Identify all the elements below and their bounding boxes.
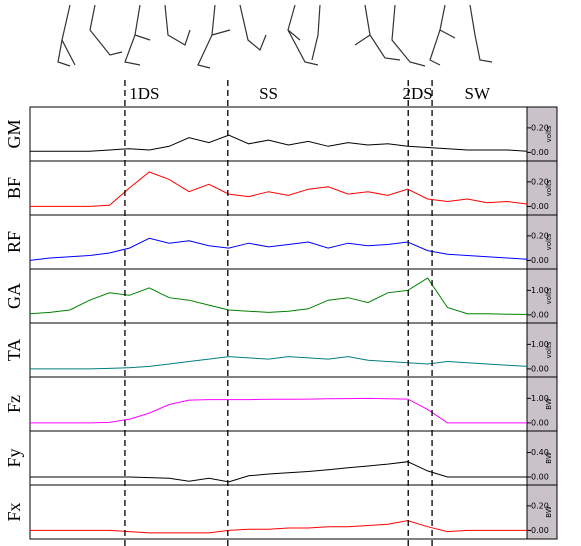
y-tick-label: 0.00	[531, 526, 549, 535]
signal-line	[30, 135, 527, 151]
y-axis-label: Fx	[4, 502, 24, 521]
signal-line	[30, 398, 527, 423]
y-axis-label: TA	[4, 339, 24, 362]
y-axis-label: RF	[4, 231, 24, 253]
signal-line	[30, 521, 527, 533]
phase-label: 2DS	[403, 84, 433, 103]
y-axis-label: BF	[4, 177, 24, 199]
y-axis-label: GM	[4, 119, 24, 148]
y-axis-label: Fy	[4, 448, 24, 467]
signal-line	[30, 278, 527, 314]
y-tick-label: 1.00	[531, 286, 549, 295]
y-tick-label: 0.00	[531, 256, 549, 265]
leg-drawing	[355, 5, 425, 66]
y-axis-label: Fz	[4, 395, 24, 413]
y-tick-label: 0.20	[531, 501, 549, 510]
leg-drawing	[198, 5, 266, 68]
signal-line	[30, 462, 527, 482]
y-tick-label: 0.20	[531, 123, 549, 132]
signal-line	[30, 238, 527, 260]
figure: 1DSSS2DSSWGMvolts0.000.20BFvolts0.000.20…	[0, 0, 581, 546]
signal-line	[30, 172, 527, 206]
y-tick-label: 0.00	[531, 418, 549, 427]
y-tick-label: 0.00	[531, 473, 549, 482]
y-tick-label: 0.00	[531, 202, 549, 211]
panel-frame	[30, 215, 557, 269]
y-axis-label: GA	[4, 283, 24, 309]
y-tick-label: 0.00	[531, 364, 549, 373]
panel-frame	[30, 161, 557, 215]
y-tick-label: 1.00	[531, 394, 549, 403]
y-tick-label: 0.40	[531, 448, 549, 457]
phase-label: SW	[465, 84, 491, 103]
leg-drawing	[288, 5, 320, 65]
panel-frame	[30, 107, 557, 161]
y-tick-label: 0.00	[531, 148, 549, 157]
leg-drawing	[430, 5, 492, 65]
y-tick-label: 0.00	[531, 310, 549, 319]
y-tick-label: 1.00	[531, 340, 549, 349]
phase-label: 1DS	[129, 84, 159, 103]
y-tick-label: 0.20	[531, 231, 549, 240]
leg-drawing	[58, 5, 122, 66]
panel-frame	[30, 269, 557, 323]
phase-label: SS	[259, 84, 278, 103]
y-tick-label: 0.20	[531, 177, 549, 186]
signal-line	[30, 357, 527, 369]
leg-drawing	[125, 5, 190, 65]
gait-drawings	[58, 5, 492, 68]
